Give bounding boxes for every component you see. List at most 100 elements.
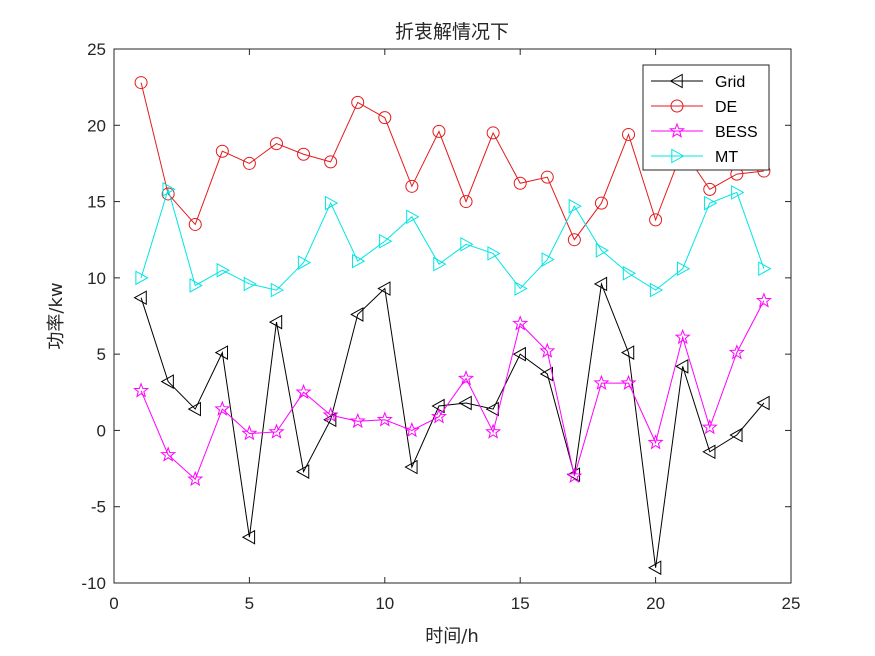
data-point-bess bbox=[512, 315, 529, 331]
data-point-bess bbox=[349, 412, 366, 429]
legend-item-bess: BESS bbox=[651, 122, 758, 141]
legend-label: BESS bbox=[715, 124, 758, 141]
series-de bbox=[134, 76, 771, 247]
data-point-bess bbox=[539, 342, 556, 358]
legend-marker bbox=[670, 99, 684, 113]
data-point-de bbox=[459, 195, 473, 209]
data-point-de bbox=[134, 76, 148, 90]
data-point-mt bbox=[487, 246, 501, 261]
data-point-mt bbox=[216, 262, 230, 278]
x-tick-label: 10 bbox=[375, 594, 394, 613]
data-point-grid bbox=[756, 395, 770, 411]
data-point-bess bbox=[322, 406, 339, 422]
ticks-layer: 0 5 10 15 20 25 -10 -5 0 5 10 15 20 25 bbox=[81, 40, 800, 613]
data-point-grid bbox=[593, 276, 608, 292]
data-point-bess bbox=[295, 383, 312, 400]
legend-label: DE bbox=[715, 99, 737, 116]
data-point-grid bbox=[512, 346, 526, 362]
data-point-mt bbox=[649, 282, 664, 298]
data-point-mt bbox=[297, 255, 312, 270]
y-tick-label: -10 bbox=[81, 574, 106, 593]
legend-marker bbox=[671, 148, 685, 164]
data-point-mt bbox=[676, 261, 691, 277]
data-point-grid bbox=[214, 345, 229, 360]
legend-box bbox=[642, 64, 770, 171]
data-point-bess bbox=[430, 408, 447, 424]
data-point-bess bbox=[214, 400, 231, 416]
data-point-mt bbox=[243, 276, 257, 292]
legend-item-mt: MT bbox=[651, 148, 738, 166]
series-line-mt bbox=[140, 187, 765, 291]
data-point-grid bbox=[485, 401, 499, 417]
data-point-de bbox=[513, 176, 527, 190]
data-point-de bbox=[351, 95, 365, 109]
y-tick-label: -5 bbox=[91, 498, 106, 517]
data-point-de bbox=[188, 217, 202, 231]
data-point-mt bbox=[189, 278, 203, 293]
data-point-grid bbox=[377, 281, 391, 296]
data-point-de bbox=[594, 196, 608, 210]
data-point-de bbox=[324, 155, 338, 169]
data-point-de bbox=[703, 182, 717, 196]
y-axis-label: 功率/kw bbox=[46, 282, 67, 349]
data-point-mt bbox=[460, 236, 474, 252]
legend-marker bbox=[668, 122, 686, 138]
y-tick-label: 5 bbox=[97, 345, 106, 364]
data-point-mt bbox=[595, 243, 609, 258]
data-point-grid bbox=[458, 395, 472, 411]
data-point-de bbox=[378, 111, 392, 125]
data-point-bess bbox=[268, 423, 285, 439]
series-bess bbox=[133, 292, 772, 487]
legend: Grid DE BESS MT bbox=[642, 64, 770, 171]
legend-label: Grid bbox=[715, 74, 745, 91]
y-tick-label: 25 bbox=[87, 40, 106, 59]
data-point-mt bbox=[541, 252, 555, 267]
data-point-mt bbox=[352, 253, 366, 269]
series-grid bbox=[133, 276, 770, 576]
x-tick-label: 15 bbox=[511, 594, 530, 613]
data-point-de bbox=[622, 127, 636, 141]
y-tick-label: 15 bbox=[87, 193, 106, 212]
data-point-grid bbox=[268, 314, 283, 330]
data-point-de bbox=[486, 126, 500, 140]
data-point-de bbox=[432, 124, 446, 138]
data-point-grid bbox=[404, 459, 418, 475]
data-point-grid bbox=[431, 398, 445, 414]
x-tick-label: 25 bbox=[782, 594, 801, 613]
data-point-bess bbox=[133, 382, 150, 398]
data-point-mt bbox=[731, 185, 745, 200]
data-point-grid bbox=[648, 560, 662, 576]
data-point-de bbox=[269, 137, 283, 151]
data-point-bess bbox=[674, 328, 691, 345]
data-point-grid bbox=[675, 359, 689, 374]
data-point-bess bbox=[593, 374, 610, 390]
data-point-bess bbox=[620, 374, 637, 390]
x-axis-label: 时间/h bbox=[425, 626, 478, 647]
data-point-grid bbox=[323, 412, 337, 428]
data-point-mt bbox=[162, 182, 176, 197]
data-point-grid bbox=[350, 307, 364, 322]
data-point-mt bbox=[514, 281, 528, 296]
data-point-bess bbox=[728, 344, 745, 360]
data-point-bess bbox=[187, 470, 204, 487]
data-point-bess bbox=[403, 422, 420, 438]
data-point-grid bbox=[729, 427, 743, 443]
series-layer bbox=[133, 76, 772, 576]
data-point-grid bbox=[133, 290, 147, 306]
data-point-de bbox=[649, 213, 663, 227]
data-point-de bbox=[567, 233, 581, 247]
data-point-mt bbox=[433, 256, 447, 272]
data-point-de bbox=[215, 144, 229, 158]
y-tick-label: 0 bbox=[97, 421, 106, 440]
data-point-mt bbox=[270, 282, 285, 298]
data-point-grid bbox=[241, 529, 256, 545]
data-point-bess bbox=[160, 446, 177, 462]
series-line-de bbox=[140, 82, 764, 241]
data-point-grid bbox=[620, 345, 635, 360]
data-point-grid bbox=[160, 374, 174, 389]
data-point-mt bbox=[622, 265, 637, 281]
chart-title: 折衷解情况下 bbox=[395, 21, 509, 43]
data-point-de bbox=[242, 156, 256, 170]
data-point-de bbox=[540, 170, 554, 184]
